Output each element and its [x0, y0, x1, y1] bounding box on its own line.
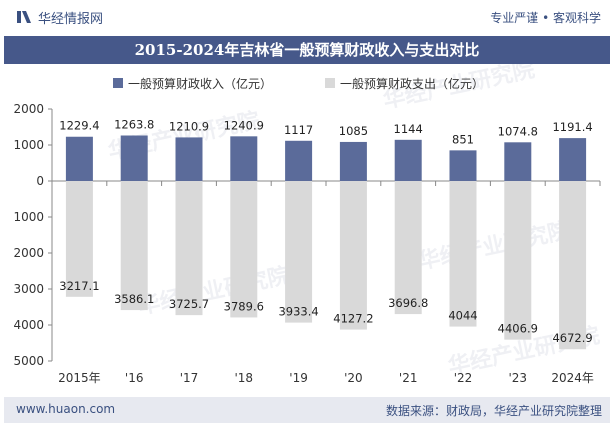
- y-tick-label: 1000: [13, 138, 44, 152]
- legend-label-income: 一般预算财政收入（亿元）: [128, 76, 272, 91]
- legend-swatch-income: [113, 78, 123, 88]
- income-value-label: 1229.4: [59, 119, 99, 133]
- income-value-label: 1210.9: [169, 119, 209, 133]
- expenditure-value-label: 4672.9: [552, 331, 592, 345]
- income-value-label: 851: [452, 132, 474, 146]
- y-tick-label: 5000: [13, 354, 44, 368]
- expenditure-bar[interactable]: [65, 181, 93, 297]
- income-bar[interactable]: [504, 142, 532, 181]
- income-bar[interactable]: [559, 138, 587, 181]
- expenditure-bar[interactable]: [230, 181, 258, 318]
- category-label: '16: [125, 371, 144, 385]
- category-label: '23: [509, 371, 528, 385]
- income-value-label: 1074.8: [498, 124, 538, 138]
- expenditure-value-label: 3696.8: [388, 296, 428, 310]
- income-bar[interactable]: [120, 135, 148, 181]
- expenditure-bar[interactable]: [285, 181, 313, 323]
- expenditure-bar[interactable]: [559, 181, 587, 350]
- category-label: '21: [399, 371, 418, 385]
- y-tick-label: 3000: [13, 282, 44, 296]
- category-label: 2015年: [58, 371, 101, 385]
- footer: www.huaon.com 数据来源：财政局，华经产业研究院整理: [4, 397, 610, 423]
- income-bar[interactable]: [230, 136, 258, 181]
- watermark-text: 华经产业研究院: [416, 217, 572, 274]
- y-tick-label: 4000: [13, 318, 44, 332]
- expenditure-value-label: 4406.9: [498, 322, 538, 336]
- expenditure-bar[interactable]: [339, 181, 367, 330]
- income-bar[interactable]: [285, 140, 313, 181]
- income-value-label: 1263.8: [114, 118, 154, 132]
- expenditure-bar[interactable]: [394, 181, 422, 315]
- income-value-label: 1085: [339, 124, 368, 138]
- expenditure-value-label: 3933.4: [278, 305, 318, 319]
- expenditure-value-label: 3586.1: [114, 292, 154, 306]
- income-value-label: 1240.9: [224, 118, 264, 132]
- chart: 华经产业研究院华经产业研究院华经产业研究院华经产业研究院华经产业研究院一般预算财…: [13, 64, 601, 385]
- legend-label-expenditure: 一般预算财政支出（亿元）: [340, 76, 484, 91]
- expenditure-value-label: 4127.2: [333, 312, 373, 326]
- footer-url[interactable]: www.huaon.com: [16, 402, 116, 416]
- footer-source: 数据来源：财政局，华经产业研究院整理: [385, 404, 602, 418]
- expenditure-value-label: 3217.1: [59, 279, 99, 293]
- brand: 华经情报网: [16, 8, 104, 27]
- category-label: 2024年: [551, 371, 594, 385]
- watermark-text: 华经产业研究院: [136, 262, 292, 319]
- slogan: 专业严谨 • 客观科学: [490, 11, 601, 25]
- huajing-logo-icon: [17, 11, 31, 23]
- expenditure-bar[interactable]: [120, 181, 148, 311]
- category-label: '20: [344, 371, 363, 385]
- y-tick-label: 2000: [13, 102, 44, 116]
- y-tick-label: 2000: [13, 246, 44, 260]
- income-value-label: 1191.4: [552, 120, 592, 134]
- category-label: '17: [180, 371, 199, 385]
- category-label: '22: [454, 371, 473, 385]
- income-value-label: 1144: [394, 122, 423, 136]
- expenditure-bar[interactable]: [175, 181, 203, 316]
- top-bar: 华经情报网 专业严谨 • 客观科学: [0, 0, 615, 34]
- income-bar[interactable]: [65, 136, 93, 181]
- expenditure-bar[interactable]: [449, 181, 477, 327]
- expenditure-value-label: 4044: [448, 309, 477, 323]
- income-value-label: 1117: [284, 123, 313, 137]
- chart-title: 2015-2024年吉林省一般预算财政收入与支出对比: [134, 41, 480, 59]
- title-bar: 2015-2024年吉林省一般预算财政收入与支出对比: [4, 36, 610, 64]
- y-tick-label: 0: [36, 174, 44, 188]
- category-label: '19: [289, 371, 308, 385]
- category-label: '18: [235, 371, 254, 385]
- y-tick-label: 1000: [13, 210, 44, 224]
- expenditure-value-label: 3789.6: [224, 299, 264, 313]
- expenditure-bar[interactable]: [504, 181, 532, 340]
- brand-name: 华经情报网: [38, 11, 104, 27]
- income-bar[interactable]: [394, 139, 422, 181]
- income-bar[interactable]: [449, 150, 477, 181]
- income-bar[interactable]: [339, 141, 367, 181]
- income-bar[interactable]: [175, 137, 203, 181]
- legend-swatch-expenditure: [325, 78, 335, 88]
- expenditure-value-label: 3725.7: [169, 297, 209, 311]
